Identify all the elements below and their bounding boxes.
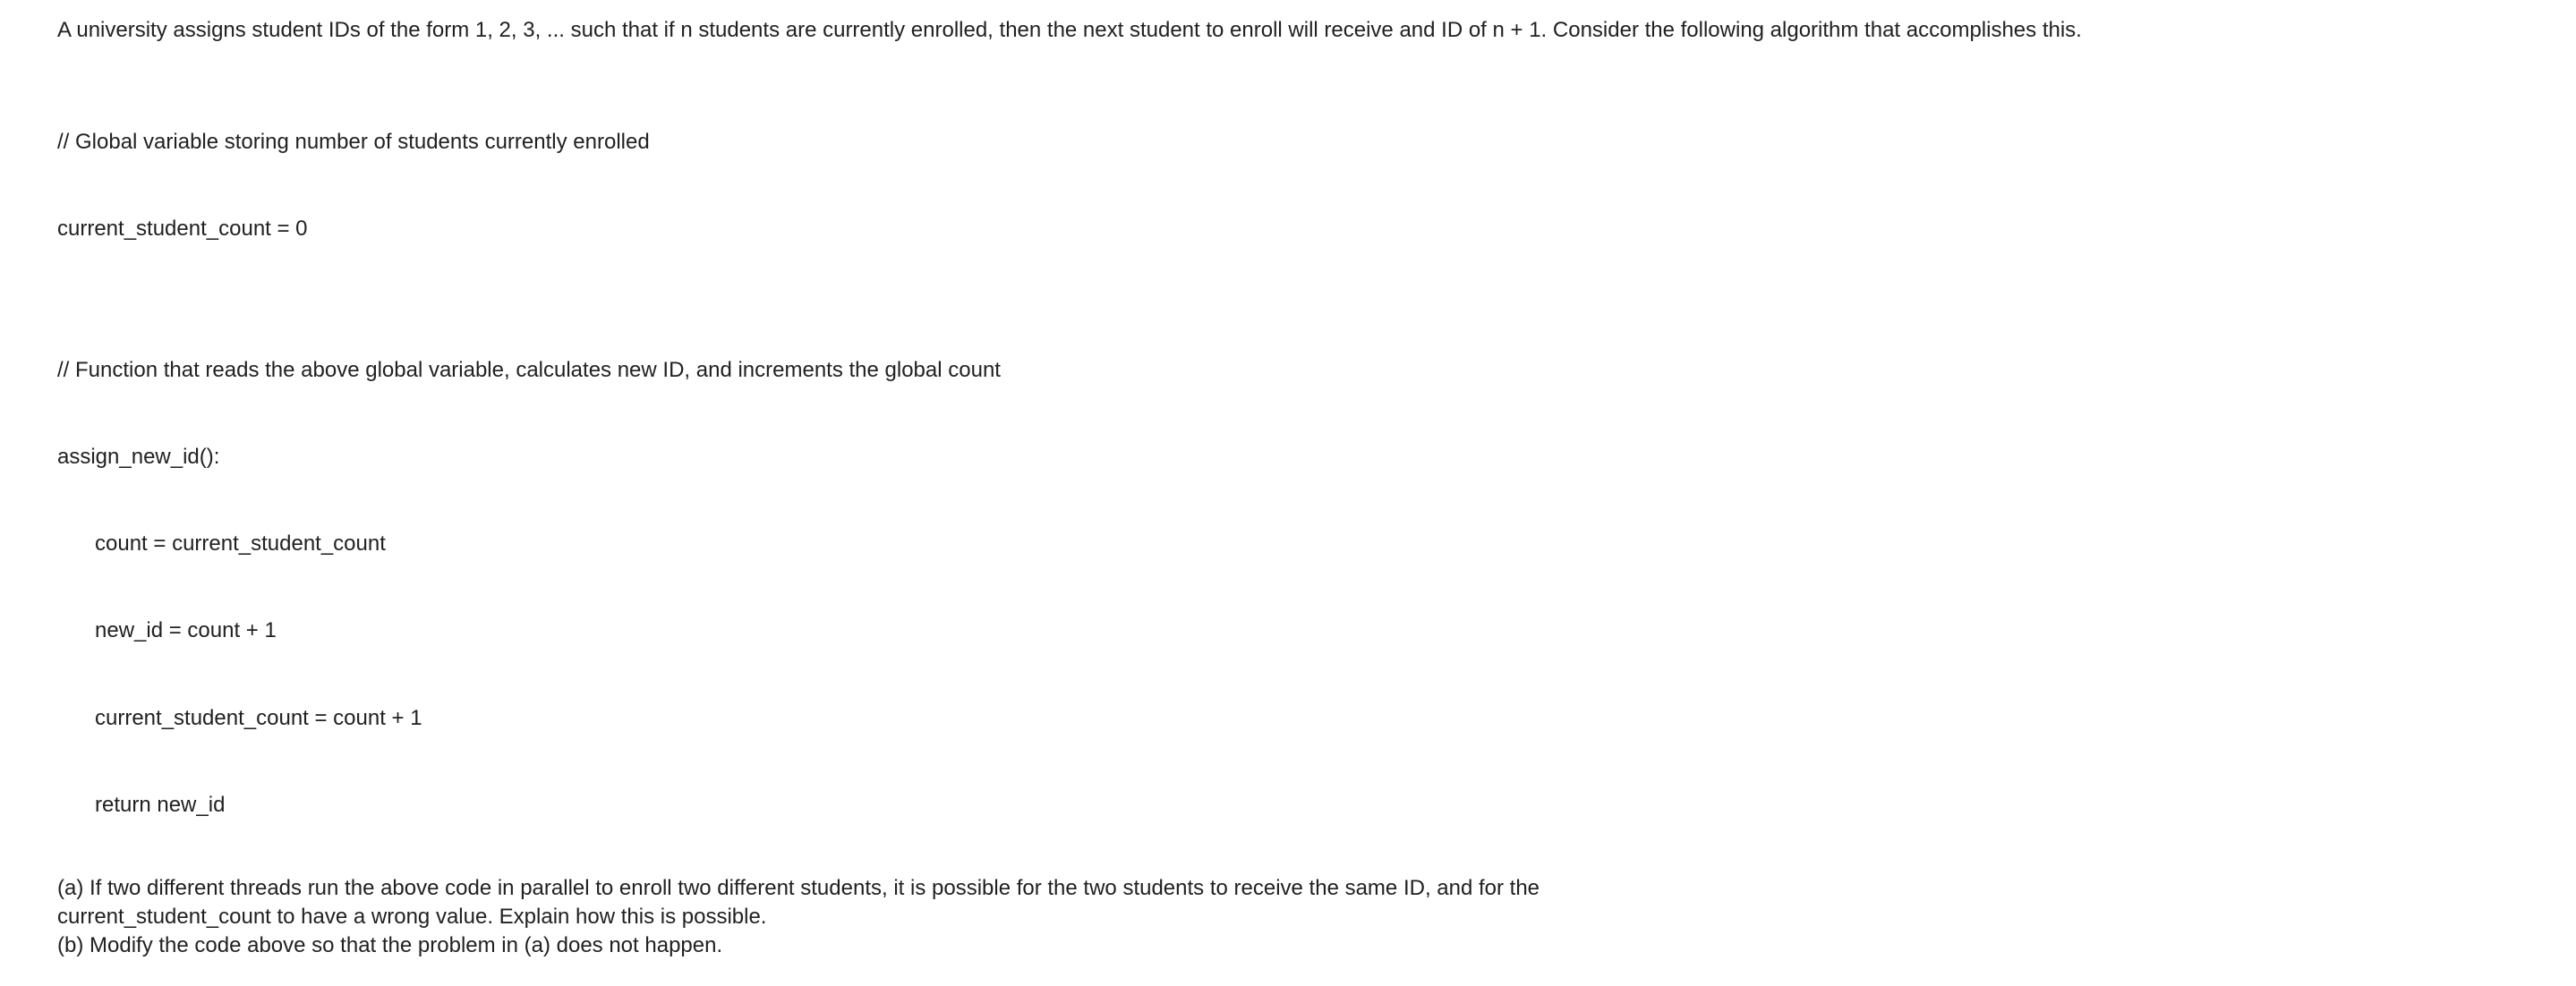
code-line-body-1: count = current_student_count	[57, 530, 2551, 558]
code-block-global: // Global variable storing number of stu…	[57, 70, 2551, 273]
question-a-line2: current_student_count to have a wrong va…	[57, 903, 2551, 931]
code-line-body-2: new_id = count + 1	[57, 616, 2551, 645]
question-a-line1: (a) If two different threads run the abo…	[57, 874, 2551, 903]
code-block-function: // Function that reads the above global …	[57, 298, 2551, 848]
problem-intro: A university assigns student IDs of the …	[57, 16, 2528, 45]
questions-block: (a) If two different threads run the abo…	[57, 874, 2551, 961]
code-comment-global: // Global variable storing number of stu…	[57, 128, 2551, 157]
code-line-global-init: current_student_count = 0	[57, 215, 2551, 243]
question-b: (b) Modify the code above so that the pr…	[57, 931, 2551, 960]
code-line-body-4: return new_id	[57, 791, 2551, 820]
code-line-func-signature: assign_new_id():	[57, 443, 2551, 472]
code-line-body-3: current_student_count = count + 1	[57, 704, 2551, 733]
code-comment-function: // Function that reads the above global …	[57, 356, 2551, 385]
